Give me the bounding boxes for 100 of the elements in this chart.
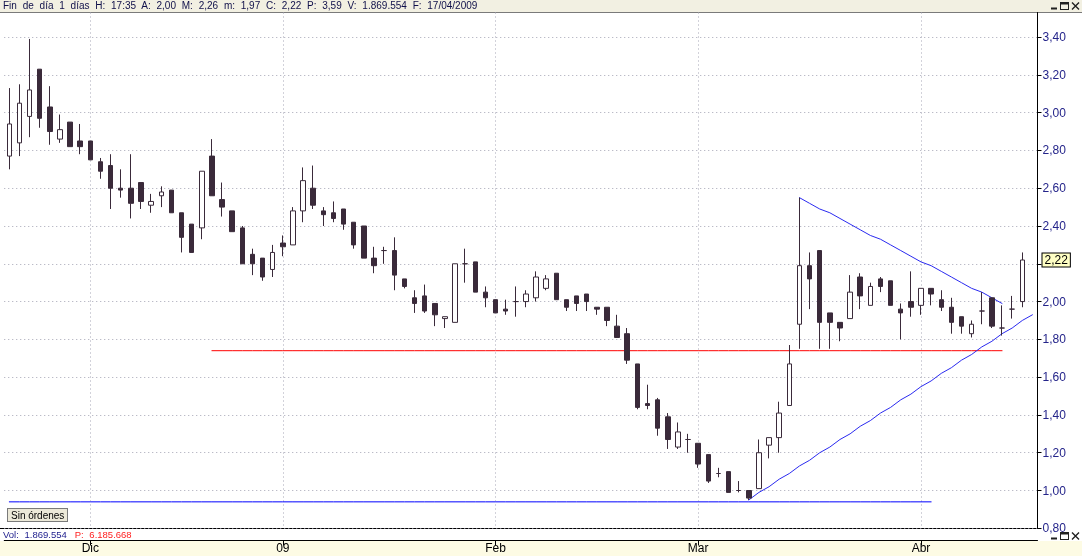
candlestick [483, 285, 488, 308]
candlestick [503, 299, 508, 316]
y-tick-label: 1,20 [1042, 445, 1067, 460]
y-tick-label: 2,00 [1042, 294, 1067, 309]
candlestick [7, 87, 12, 170]
candlestick [128, 153, 134, 219]
candlestick [898, 302, 903, 340]
candlestick [138, 182, 144, 210]
text: Vol: 1.869.554 [3, 528, 67, 540]
candlestick [209, 138, 215, 197]
candlestick [1009, 295, 1015, 320]
x-tick-label: Feb [485, 540, 507, 555]
candlestick [402, 278, 407, 289]
y-tick-label: 1,80 [1042, 332, 1067, 347]
candlestick [857, 272, 863, 310]
y-tick-label: 3,20 [1042, 67, 1067, 82]
y-tick-label: 1,00 [1042, 483, 1067, 498]
candlestick [928, 287, 934, 306]
candlestick [827, 312, 833, 350]
candlestick [250, 248, 255, 276]
candlestick [47, 85, 53, 146]
candlestick [574, 295, 579, 312]
y-tick-label: 1,40 [1042, 407, 1067, 422]
candlestick [240, 225, 245, 265]
candlestick [371, 246, 377, 274]
candlestick [260, 257, 265, 282]
candlestick [533, 270, 539, 303]
chart-title: Fin de día 1 días H: 17:35 A: 2,00 M: 2,26 m: 1,97 C: 2,22 P: 3,59 V: 1.869.554 F: 17/04/2009 [3, 0, 478, 12]
x-tick-label: 09 [276, 540, 290, 555]
candlestick [351, 221, 356, 250]
candlestick [381, 246, 387, 265]
candlestick [199, 170, 205, 240]
y-tick-label: 3,40 [1042, 30, 1067, 45]
candlestick [594, 306, 600, 316]
candlestick [189, 223, 194, 253]
candlestick [635, 363, 640, 410]
candlestick [706, 454, 711, 484]
candlestick [736, 480, 741, 493]
candlestick [989, 297, 995, 329]
candlestick [17, 83, 22, 157]
line-series [748, 314, 1033, 501]
candlestick [341, 208, 346, 231]
candlestick [77, 123, 83, 155]
candlestick [685, 433, 691, 454]
x-tick-label: Abr [911, 540, 931, 555]
candlestick [179, 212, 184, 253]
candlestick [57, 114, 63, 144]
candlestick [624, 327, 630, 365]
y-tick-label: 3,00 [1042, 105, 1067, 120]
candlestick [321, 206, 326, 227]
y-tick-label: 1,60 [1042, 370, 1067, 385]
candlestick [969, 319, 974, 338]
candlestick [331, 200, 336, 223]
candlestick [878, 276, 883, 293]
candlestick [746, 490, 752, 501]
candlestick [118, 168, 123, 199]
candlestick [422, 284, 427, 314]
x-tick-label: Dic [81, 540, 100, 555]
candlestick [807, 251, 812, 310]
text: 2,22 [1044, 253, 1069, 268]
candlestick [280, 234, 286, 257]
candlestick [493, 299, 498, 314]
candlestick [169, 189, 174, 214]
candlestick [999, 304, 1005, 337]
candlestick [726, 471, 731, 493]
candlestick [554, 272, 559, 301]
candlestick [665, 412, 671, 450]
candlestick [645, 384, 650, 410]
candlestick [98, 157, 103, 180]
candlestick [432, 302, 438, 327]
candlestick [37, 68, 42, 129]
x-tick-label: Mar [687, 540, 709, 555]
candlestick [776, 401, 782, 454]
line-series [798, 197, 1003, 304]
y-tick-label: 2,80 [1042, 143, 1067, 158]
candlestick [959, 316, 964, 335]
candlestick [868, 282, 873, 306]
candlestick [837, 321, 843, 342]
candlestick [462, 248, 468, 284]
candlestick [939, 289, 944, 312]
candlestick [766, 437, 772, 459]
candlestick [908, 270, 914, 318]
candlestick [270, 244, 275, 278]
candlestick [787, 344, 792, 406]
candlestick [452, 263, 458, 323]
y-tick-label: 2,60 [1042, 181, 1067, 196]
annotation: Sin órdenes [7, 508, 69, 522]
candlestick [979, 291, 985, 325]
candlestick [655, 397, 660, 437]
candlestick [108, 153, 113, 210]
candlestick [88, 140, 93, 161]
y-tick-label: 2,40 [1042, 219, 1067, 233]
candlestick [27, 38, 32, 138]
candlestick [392, 236, 397, 291]
candlestick [290, 206, 296, 246]
candlestick [310, 165, 316, 210]
candlestick [1020, 251, 1025, 308]
candlestick [604, 306, 610, 327]
candlestick [614, 314, 620, 338]
candlestick [67, 121, 73, 148]
